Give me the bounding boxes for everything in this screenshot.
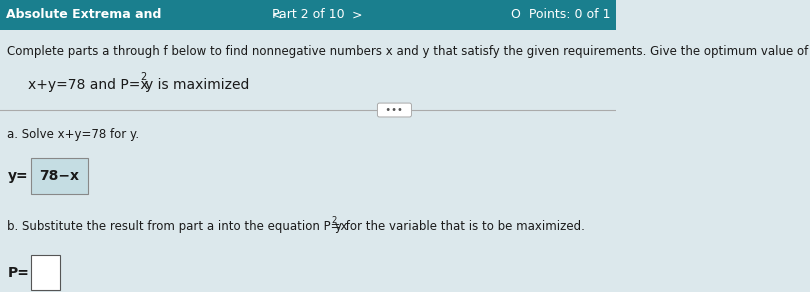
Text: x+y=78 and P=x: x+y=78 and P=x (28, 78, 148, 92)
Text: b. Substitute the result from part a into the equation P=x: b. Substitute the result from part a int… (7, 220, 348, 233)
Text: O  Points: 0 of 1: O Points: 0 of 1 (510, 8, 610, 21)
Text: •••: ••• (379, 105, 410, 115)
Text: Absolute Extrema and: Absolute Extrema and (6, 8, 161, 21)
Text: y is maximized: y is maximized (145, 78, 249, 92)
FancyBboxPatch shape (0, 30, 616, 220)
FancyBboxPatch shape (0, 0, 616, 30)
Text: y=: y= (7, 169, 28, 183)
FancyBboxPatch shape (31, 255, 61, 291)
Text: 2: 2 (331, 215, 336, 225)
Text: a. Solve x+y=78 for y.: a. Solve x+y=78 for y. (7, 128, 139, 141)
Text: Part 2 of 10: Part 2 of 10 (272, 8, 344, 21)
Text: >: > (352, 8, 362, 21)
FancyBboxPatch shape (31, 159, 87, 194)
Text: Complete parts a through f below to find nonnegative numbers x and y that satisf: Complete parts a through f below to find… (7, 45, 810, 58)
Text: y for the variable that is to be maximized.: y for the variable that is to be maximiz… (335, 220, 585, 233)
Text: P=: P= (7, 266, 29, 280)
Text: 78−x: 78−x (39, 169, 79, 183)
Text: <: < (271, 8, 282, 21)
Text: 2: 2 (140, 72, 146, 82)
